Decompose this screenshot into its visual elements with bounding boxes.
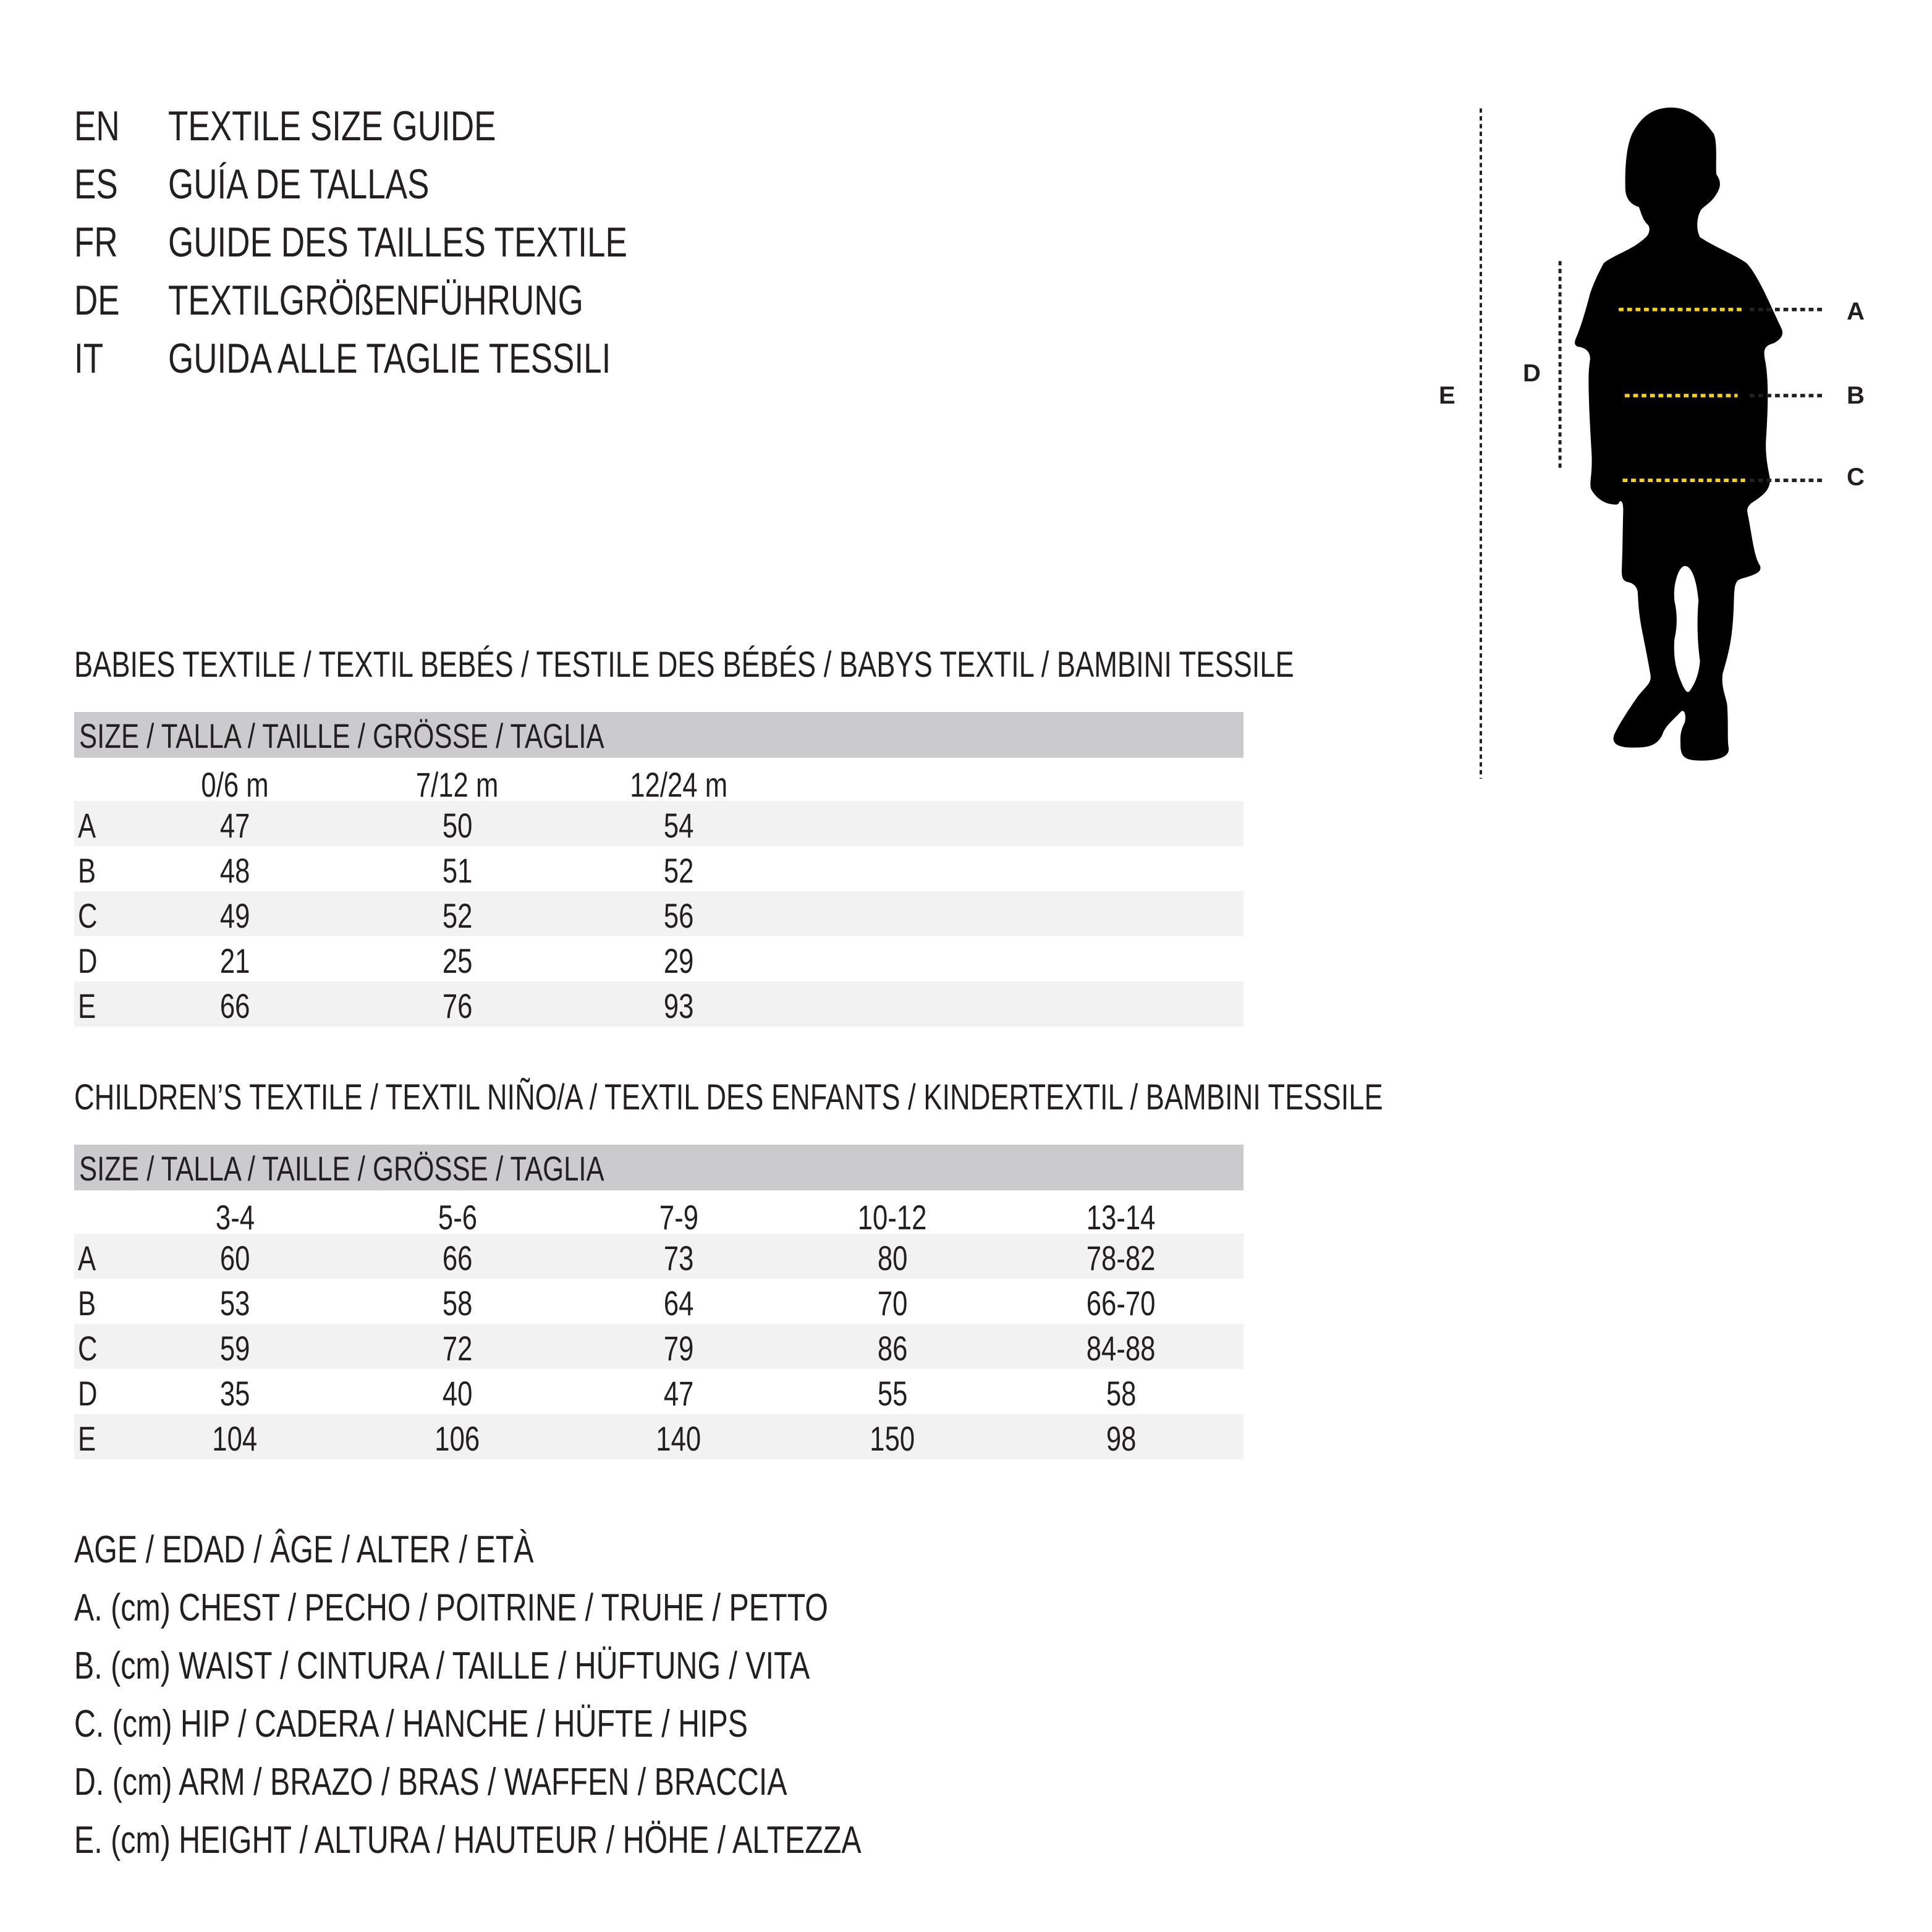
child-silhouette-icon bbox=[1480, 107, 1822, 779]
table-cell: 25 bbox=[442, 941, 473, 980]
lang-code-it: IT bbox=[74, 335, 104, 382]
title-de: TEXTILGRÖßENFÜHRUNG bbox=[168, 277, 583, 324]
row-label: B bbox=[78, 1284, 96, 1323]
row-label: A bbox=[78, 1239, 96, 1277]
table-cell: 72 bbox=[442, 1329, 473, 1368]
table-cell: 48 bbox=[219, 851, 250, 890]
table-cell: 79 bbox=[663, 1329, 694, 1368]
lang-code-de: DE bbox=[74, 277, 120, 324]
row-label: E bbox=[78, 1419, 96, 1458]
table-cell: 58 bbox=[1106, 1374, 1137, 1413]
label-e: E bbox=[1439, 382, 1455, 409]
table-cell: 86 bbox=[877, 1329, 908, 1368]
table-cell: 76 bbox=[442, 986, 473, 1025]
table-row: A 60 66 73 80 78-82 bbox=[74, 1234, 1244, 1279]
table-cell: 98 bbox=[1106, 1419, 1137, 1458]
table-cell: 56 bbox=[663, 896, 694, 935]
column-header: 7-9 bbox=[659, 1198, 698, 1237]
label-d: D bbox=[1523, 360, 1541, 387]
legend-chest: A. (cm) CHEST / PECHO / POITRINE / TRUHE… bbox=[74, 1587, 828, 1629]
table-cell: 73 bbox=[663, 1239, 694, 1277]
table-cell: 60 bbox=[219, 1239, 250, 1277]
table-row: D 35 40 47 55 58 bbox=[74, 1369, 1244, 1414]
row-label: A bbox=[78, 806, 96, 845]
lang-code-fr: FR bbox=[74, 219, 118, 266]
babies-size-header: SIZE / TALLA / TAILLE / GRÖSSE / TAGLIA bbox=[74, 712, 1244, 758]
legend-arm: D. (cm) ARM / BRAZO / BRAS / WAFFEN / BR… bbox=[74, 1761, 787, 1803]
table-cell: 106 bbox=[434, 1419, 480, 1458]
table-cell: 64 bbox=[663, 1284, 694, 1323]
label-b: B bbox=[1847, 382, 1865, 409]
table-cell: 70 bbox=[877, 1284, 908, 1323]
table-cell: 21 bbox=[219, 941, 250, 980]
table-cell: 80 bbox=[877, 1239, 908, 1277]
table-cell: 59 bbox=[219, 1329, 250, 1368]
lang-code-en: EN bbox=[74, 103, 120, 150]
table-row: A 47 50 54 bbox=[74, 801, 1244, 846]
table-row: E 104 106 140 150 98 bbox=[74, 1414, 1244, 1459]
row-label: D bbox=[78, 1374, 98, 1413]
table-row: B 53 58 64 70 66-70 bbox=[74, 1279, 1244, 1324]
table-cell: 52 bbox=[663, 851, 694, 890]
table-cell: 50 bbox=[442, 806, 473, 845]
row-label: C bbox=[78, 896, 98, 935]
row-label: B bbox=[78, 851, 96, 890]
table-cell: 140 bbox=[656, 1419, 701, 1458]
column-header: 5-6 bbox=[438, 1198, 477, 1237]
table-row: B 48 51 52 bbox=[74, 846, 1244, 891]
children-section-title: CHILDREN’S TEXTILE / TEXTIL NIÑO/A / TEX… bbox=[74, 1077, 1383, 1117]
table-row: E 66 76 93 bbox=[74, 981, 1244, 1027]
table-cell: 104 bbox=[212, 1419, 258, 1458]
table-cell: 66 bbox=[219, 986, 250, 1025]
column-header: 13-14 bbox=[1087, 1198, 1156, 1237]
table-cell: 53 bbox=[219, 1284, 250, 1323]
row-label: C bbox=[78, 1329, 98, 1368]
column-header-row: 0/6 m 7/12 m 12/24 m bbox=[74, 760, 1244, 805]
row-label: E bbox=[78, 986, 96, 1025]
table-cell: 52 bbox=[442, 896, 473, 935]
title-fr: GUIDE DES TAILLES TEXTILE bbox=[168, 219, 627, 266]
table-row: D 21 25 29 bbox=[74, 936, 1244, 981]
column-header: 0/6 m bbox=[201, 765, 269, 804]
column-header: 10-12 bbox=[858, 1198, 927, 1237]
column-header: 7/12 m bbox=[416, 765, 499, 804]
table-cell: 66 bbox=[442, 1239, 473, 1277]
silhouette bbox=[1575, 107, 1783, 761]
table-cell: 58 bbox=[442, 1284, 473, 1323]
legend-waist: B. (cm) WAIST / CINTURA / TAILLE / HÜFTU… bbox=[74, 1645, 810, 1687]
table-cell: 55 bbox=[877, 1374, 908, 1413]
title-es: GUÍA DE TALLAS bbox=[168, 161, 430, 208]
table-row: C 59 72 79 86 84-88 bbox=[74, 1324, 1244, 1369]
title-it: GUIDA ALLE TAGLIE TESSILI bbox=[168, 335, 611, 382]
table-cell: 51 bbox=[442, 851, 473, 890]
title-en: TEXTILE SIZE GUIDE bbox=[168, 103, 496, 150]
row-label: D bbox=[78, 941, 98, 980]
table-cell: 54 bbox=[663, 806, 694, 845]
legend-height: E. (cm) HEIGHT / ALTURA / HAUTEUR / HÖHE… bbox=[74, 1819, 862, 1862]
table-cell: 47 bbox=[663, 1374, 694, 1413]
table-row: C 49 52 56 bbox=[74, 891, 1244, 936]
label-a: A bbox=[1847, 298, 1865, 325]
table-cell: 150 bbox=[870, 1419, 915, 1458]
column-header-row: 3-4 5-6 7-9 10-12 13-14 bbox=[74, 1193, 1244, 1238]
table-cell: 93 bbox=[663, 986, 694, 1025]
table-cell: 47 bbox=[219, 806, 250, 845]
table-cell: 66-70 bbox=[1087, 1284, 1156, 1323]
table-cell: 84-88 bbox=[1087, 1329, 1156, 1368]
column-header: 12/24 m bbox=[630, 765, 727, 804]
legend-hip: C. (cm) HIP / CADERA / HANCHE / HÜFTE / … bbox=[74, 1703, 748, 1745]
children-size-header: SIZE / TALLA / TAILLE / GRÖSSE / TAGLIA bbox=[74, 1145, 1244, 1190]
table-cell: 49 bbox=[219, 896, 250, 935]
table-cell: 35 bbox=[219, 1374, 250, 1413]
table-cell: 29 bbox=[663, 941, 694, 980]
table-cell: 78-82 bbox=[1087, 1239, 1156, 1277]
legend-age: AGE / EDAD / ÂGE / ALTER / ETÀ bbox=[74, 1528, 534, 1571]
table-cell: 40 bbox=[442, 1374, 473, 1413]
column-header: 3-4 bbox=[215, 1198, 255, 1237]
babies-section-title: BABIES TEXTILE / TEXTIL BEBÉS / TESTILE … bbox=[74, 645, 1294, 685]
label-c: C bbox=[1847, 464, 1865, 491]
lang-code-es: ES bbox=[74, 161, 118, 208]
